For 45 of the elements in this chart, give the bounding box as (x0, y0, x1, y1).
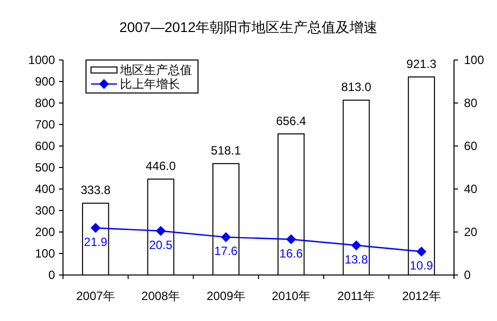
y-tick-label: 400 (34, 182, 56, 196)
data-label: 446.0 (146, 159, 176, 174)
x-tick-label: 2009年 (206, 289, 246, 303)
x-tick-label: 2012年 (402, 289, 441, 303)
point (220, 232, 231, 242)
y-tick-label: 300 (34, 204, 56, 218)
point (351, 240, 362, 250)
y2-tick-label: 60 (464, 139, 478, 153)
y-tick-label: 0 (48, 268, 56, 282)
data-label: 16.6 (279, 246, 304, 260)
y-tick-label: 700 (34, 118, 56, 132)
point (286, 234, 296, 244)
data-label: 17.6 (214, 244, 238, 258)
point (416, 246, 426, 257)
y-tick-label: 500 (34, 160, 56, 174)
y-tick-label: 200 (34, 225, 56, 239)
比上年增长: 21.9 20.5 17.6 16.6 13.8 10.9 (84, 222, 434, 273)
data-label: 333.8 (80, 183, 111, 198)
legend-label: 比上年增长 (120, 77, 180, 91)
data-label: 813.0 (341, 80, 372, 94)
chart-title: 2007—2012年朝阳市地区生产总值及增速 (119, 19, 378, 35)
x-tick-label: 2008年 (141, 289, 180, 303)
data-label: 20.5 (149, 238, 173, 252)
data-label: 21.9 (84, 234, 108, 249)
data-label: 656.4 (276, 114, 306, 128)
y-tick-label: 600 (34, 139, 56, 153)
y-tick-label: 900 (34, 74, 56, 88)
y2-tick-label: 100 (464, 53, 484, 67)
y2-tick-label: 80 (464, 96, 478, 110)
y-tick-label: 100 (34, 246, 56, 260)
y2-tick-label: 0 (464, 268, 471, 282)
y2-tick-label: 40 (464, 182, 478, 196)
data-label: 921.3 (406, 56, 437, 71)
point (90, 222, 101, 233)
data-label: 518.1 (210, 144, 242, 158)
y2-tick-label: 20 (464, 225, 478, 239)
y-tick-label: 800 (34, 96, 56, 110)
x-tick-label: 2011年 (337, 289, 376, 303)
data-label: 10.9 (410, 258, 434, 273)
x-tick-label: 2010年 (272, 289, 310, 303)
data-label: 13.8 (344, 252, 368, 266)
x-tick-label: 2007年 (76, 289, 115, 303)
point (156, 226, 166, 236)
y-tick-label: 1000 (28, 53, 56, 67)
legend-label: 地区生产总值 (119, 63, 192, 77)
